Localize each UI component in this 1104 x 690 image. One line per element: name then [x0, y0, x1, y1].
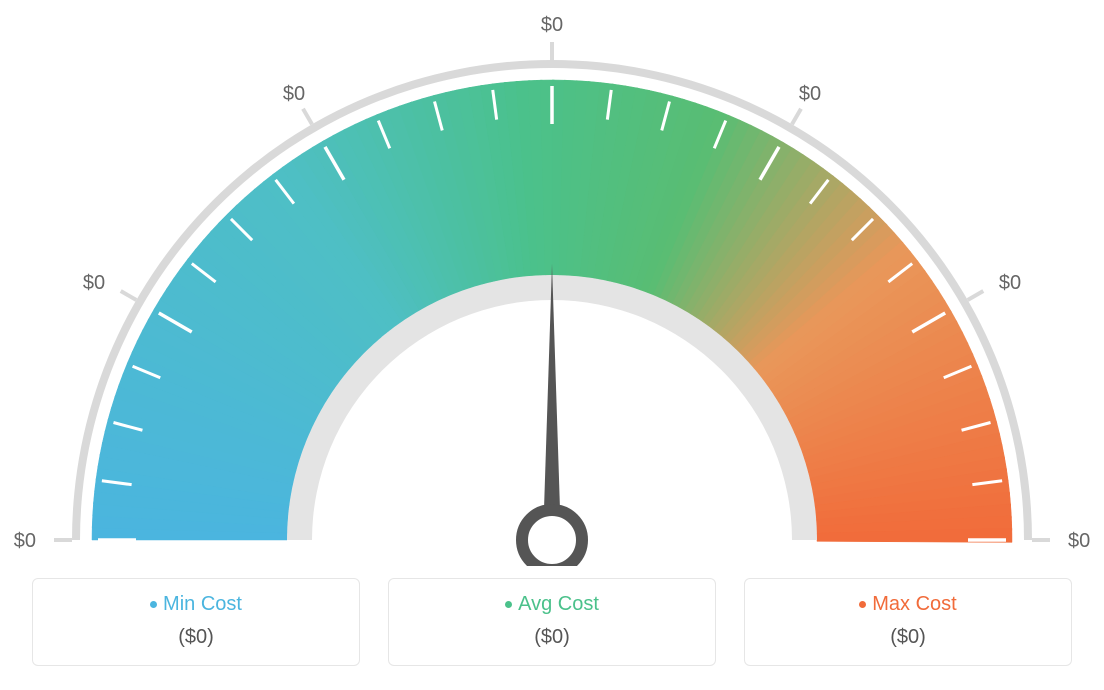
legend-title: Min Cost: [150, 593, 242, 616]
gauge-needle: [543, 264, 561, 540]
legend-row: Min Cost ($0) Avg Cost ($0) Max Cost ($0): [0, 578, 1104, 690]
major-tick: [968, 291, 984, 300]
legend-title-text: Max Cost: [872, 593, 956, 616]
legend-card-max: Max Cost ($0): [744, 578, 1072, 666]
legend-card-avg: Avg Cost ($0): [388, 578, 716, 666]
legend-dot-icon: [859, 601, 866, 608]
major-tick: [792, 109, 801, 125]
legend-dot-icon: [505, 601, 512, 608]
legend-card-min: Min Cost ($0): [32, 578, 360, 666]
scale-label: $0: [799, 83, 821, 105]
legend-title: Max Cost: [859, 593, 956, 616]
legend-title: Avg Cost: [505, 593, 599, 616]
scale-label: $0: [999, 272, 1021, 294]
legend-title-text: Avg Cost: [518, 593, 599, 616]
cost-gauge-chart: $0$0$0$0$0$0$0 Min Cost($0)Avg Cost($0)M…: [0, 0, 1104, 690]
scale-label: $0: [541, 14, 563, 36]
scale-label: $0: [83, 272, 105, 294]
legend-value: ($0): [409, 626, 695, 649]
legend-value: ($0): [765, 626, 1051, 649]
major-tick: [121, 291, 137, 300]
scale-label: $0: [1068, 530, 1090, 552]
scale-label: $0: [283, 83, 305, 105]
major-tick: [303, 109, 312, 125]
legend-dot-icon: [150, 601, 157, 608]
gauge-svg: $0 $0 $0 $0 $0 $0 $0: [0, 10, 1104, 566]
needle-hub: [522, 510, 582, 566]
legend-value: ($0): [53, 626, 339, 649]
legend-title-text: Min Cost: [163, 593, 242, 616]
scale-label: $0: [14, 530, 36, 552]
